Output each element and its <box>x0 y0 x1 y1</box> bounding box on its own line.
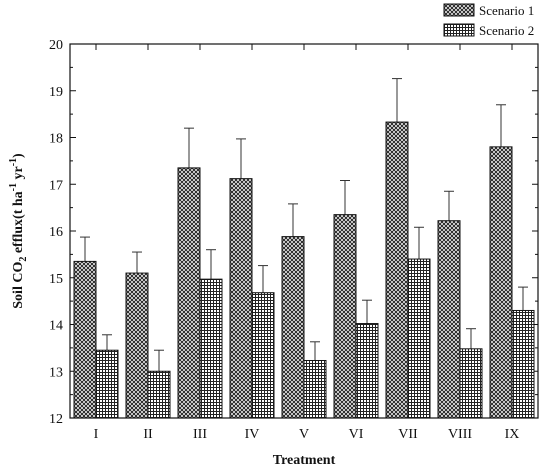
bar-2-i <box>95 349 119 419</box>
bar-1-iii <box>177 167 201 419</box>
y-tick-label: 17 <box>49 178 63 193</box>
bar-2-viii <box>459 348 483 419</box>
y-axis-label-part: ) <box>11 153 26 158</box>
x-tick-label: III <box>193 427 207 442</box>
y-tick-label: 12 <box>49 412 63 427</box>
y-axis-label: Soil CO2 efflux(t ha-1 yr-1) <box>8 153 29 309</box>
y-axis-label-part: efflux(t ha <box>11 191 26 256</box>
bar-1-viii <box>437 220 461 419</box>
y-tick-label: 15 <box>49 272 63 287</box>
x-tick-label: II <box>143 427 153 442</box>
y-axis: 12 13 14 15 16 17 18 19 20 <box>49 38 538 427</box>
bar-1-iv <box>229 178 253 419</box>
y-axis-label-part: 2 <box>18 257 29 262</box>
y-tick-label: 19 <box>49 85 63 100</box>
x-tick-label: V <box>299 427 309 442</box>
y-axis-label-part: -1 <box>8 183 19 191</box>
y-axis-label-part: yr <box>11 166 26 183</box>
legend-label-scenario-1: Scenario 1 <box>479 3 534 18</box>
bars-group <box>73 78 535 419</box>
x-tick-label: VII <box>398 427 418 442</box>
y-tick-label: 13 <box>49 365 63 380</box>
x-tick-label: VI <box>349 427 364 442</box>
bar-1-vii <box>385 121 409 419</box>
y-tick-label: 14 <box>49 319 63 334</box>
bar-1-ix <box>489 146 513 419</box>
x-axis-label: Treatment <box>273 453 336 468</box>
y-tick-label: 18 <box>49 132 63 147</box>
bar-2-vii <box>407 258 431 419</box>
y-axis-label-part: -1 <box>8 158 19 166</box>
bar-2-iv <box>251 292 275 419</box>
bar-2-v <box>303 359 327 419</box>
x-tick-label: IX <box>505 427 520 442</box>
bar-2-iii <box>199 278 223 419</box>
legend-swatch-scenario-1 <box>443 3 475 17</box>
y-tick-label: 20 <box>49 38 63 53</box>
legend-label-scenario-2: Scenario 2 <box>479 23 534 38</box>
bar-2-ii <box>147 370 171 419</box>
bar-1-ii <box>125 272 149 419</box>
bar-1-v <box>281 236 305 419</box>
y-axis-label-part: Soil CO <box>11 262 26 309</box>
legend-swatch-scenario-2 <box>443 23 475 37</box>
bar-2-vi <box>355 323 379 419</box>
bar-1-vi <box>333 214 357 419</box>
x-tick-label: VIII <box>448 427 472 442</box>
x-axis: I II III IV V VI VII VIII IX <box>94 44 520 442</box>
y-tick-label: 16 <box>49 225 63 240</box>
bar-2-ix <box>511 309 535 419</box>
bar-1-i <box>73 260 97 419</box>
legend: Scenario 1 Scenario 2 <box>443 3 534 38</box>
x-tick-label: I <box>94 427 99 442</box>
x-tick-label: IV <box>245 427 260 442</box>
